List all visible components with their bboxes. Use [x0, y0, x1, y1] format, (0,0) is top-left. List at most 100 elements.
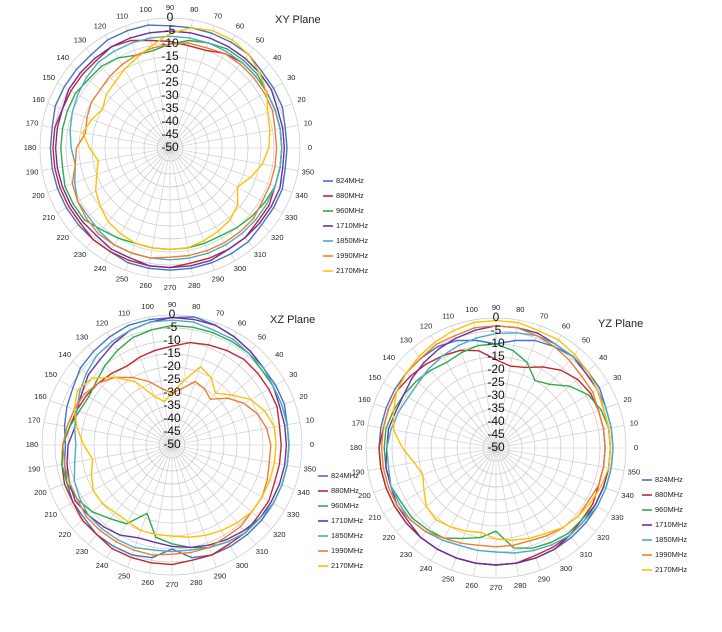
grid-spoke [495, 325, 541, 449]
legend-entry: 2170MHz [336, 266, 368, 275]
radial-tick-label: -35 [487, 401, 505, 415]
grid-spoke [367, 447, 497, 471]
legend-entry: 824MHz [336, 176, 364, 185]
radial-tick-label: -45 [163, 424, 181, 438]
grid-spoke [149, 316, 173, 446]
angle-tick-label: 130 [74, 36, 87, 45]
grid-spoke [473, 319, 497, 449]
angle-tick-label: 200 [358, 491, 371, 500]
grid-spoke [495, 319, 519, 449]
angle-tick-label: 180 [26, 440, 39, 449]
angle-tick-label: 70 [540, 311, 548, 320]
grid-spoke [72, 444, 173, 529]
angle-tick-label: 310 [256, 547, 269, 556]
grid-spoke [171, 361, 272, 446]
angle-tick-label: 20 [299, 392, 307, 401]
grid-spoke [495, 335, 562, 449]
series-line-2170MHz [73, 366, 277, 538]
legend-entry: 1990MHz [331, 546, 363, 555]
angle-tick-label: 210 [44, 510, 57, 519]
angle-tick-label: 140 [56, 53, 69, 62]
angle-tick-label: 150 [44, 370, 57, 379]
angle-tick-label: 110 [116, 11, 128, 20]
grid-spoke [171, 444, 301, 468]
grid-spoke [169, 147, 215, 271]
grid-spoke [125, 147, 171, 271]
grid-spoke [473, 447, 497, 577]
angle-tick-label: 110 [442, 311, 454, 320]
angle-tick-label: 50 [258, 333, 266, 342]
series-line-1990MHz [71, 42, 278, 259]
angle-tick-label: 60 [238, 319, 246, 328]
angle-tick-label: 250 [118, 572, 131, 581]
angle-tick-label: 330 [287, 510, 300, 519]
radial-tick-label: -5 [167, 320, 178, 334]
grid-spoke [106, 444, 173, 558]
angle-tick-label: 90 [166, 3, 174, 12]
radial-tick-label: -25 [163, 372, 181, 386]
angle-tick-label: 130 [76, 333, 89, 342]
grid-spoke [169, 147, 254, 248]
grid-spoke [495, 447, 580, 548]
angle-tick-label: 270 [164, 283, 177, 292]
grid-spoke [59, 444, 173, 511]
angle-tick-label: 220 [382, 533, 395, 542]
angle-tick-label: 240 [96, 561, 109, 570]
angle-tick-label: 280 [514, 581, 527, 590]
series-line-1710MHz [54, 30, 286, 269]
grid-spoke [171, 345, 256, 446]
grid-spoke [383, 382, 497, 449]
angle-tick-label: 220 [56, 233, 69, 242]
grid-spoke [43, 444, 173, 468]
angle-tick-label: 50 [582, 336, 590, 345]
angle-tick-label: 290 [214, 572, 227, 581]
grid-spoke [59, 379, 173, 446]
legend-entry: 824MHz [331, 471, 359, 480]
series-line-1850MHz [69, 35, 283, 261]
grid-spoke [169, 64, 270, 149]
angle-tick-label: 60 [236, 22, 244, 31]
grid-spoke [169, 25, 215, 149]
angle-tick-label: 230 [74, 250, 87, 259]
grid-spoke [169, 48, 254, 149]
radial-tick-label: -15 [163, 346, 181, 360]
angle-tick-label: 90 [492, 303, 500, 312]
grid-spoke [373, 403, 497, 449]
angle-tick-label: 250 [116, 275, 129, 284]
radial-tick-label: -5 [165, 23, 176, 37]
angle-tick-label: 190 [352, 467, 365, 476]
radial-tick-label: -20 [163, 359, 181, 373]
grid-spoke [412, 447, 497, 548]
legend-entry: 1850MHz [655, 535, 687, 544]
angle-tick-label: 150 [368, 373, 381, 382]
angle-tick-label: 290 [538, 575, 551, 584]
radial-tick-label: -10 [487, 336, 505, 350]
angle-tick-label: 220 [58, 530, 71, 539]
radial-tick-label: -40 [163, 411, 181, 425]
grid-spoke [127, 322, 173, 446]
angle-tick-label: 100 [465, 305, 478, 314]
angle-tick-label: 10 [304, 119, 312, 128]
angle-tick-label: 230 [400, 550, 413, 559]
grid-spoke [171, 444, 295, 490]
angle-tick-label: 130 [400, 336, 413, 345]
grid-spoke [430, 447, 497, 561]
radial-tick-label: -15 [161, 49, 179, 63]
angle-tick-label: 0 [310, 440, 314, 449]
grid-spoke [169, 147, 293, 193]
grid-spoke [169, 82, 283, 149]
grid-spoke [171, 422, 301, 446]
angle-tick-label: 250 [442, 575, 455, 584]
grid-spoke [49, 444, 173, 490]
grid-spoke [495, 447, 609, 514]
grid-spoke [430, 335, 497, 449]
angle-tick-label: 350 [628, 467, 641, 476]
angle-tick-label: 120 [96, 319, 109, 328]
grid-spoke [451, 325, 497, 449]
angle-tick-label: 30 [287, 73, 295, 82]
angle-tick-label: 280 [190, 578, 203, 587]
angle-tick-label: 170 [28, 416, 41, 425]
legend-entry: 880MHz [336, 191, 364, 200]
grid-spoke [396, 364, 497, 449]
chart-title: XY Plane [275, 14, 321, 26]
